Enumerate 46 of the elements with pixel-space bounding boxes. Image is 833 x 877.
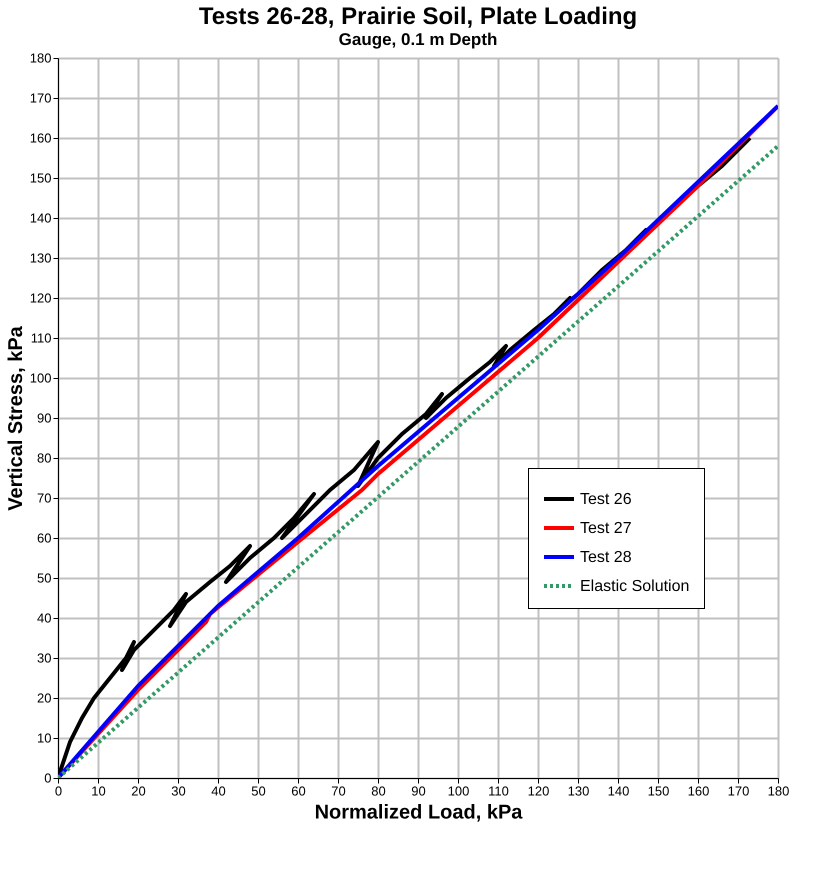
x-tick-label: 180	[768, 784, 790, 798]
y-tick-label: 100	[30, 370, 52, 386]
y-tick-label: 140	[30, 210, 52, 226]
x-tick-label: 30	[171, 784, 186, 798]
y-tick-label: 150	[30, 170, 52, 186]
x-tick-label: 140	[608, 784, 630, 798]
y-tick-label: 50	[37, 570, 52, 586]
x-tick-label: 20	[131, 784, 146, 798]
x-tick-label: 0	[54, 784, 62, 798]
y-tick-label: 30	[37, 650, 52, 666]
legend-label: Elastic Solution	[580, 578, 690, 595]
chart-subtitle: Gauge, 0.1 m Depth	[338, 30, 498, 49]
x-tick-label: 120	[528, 784, 550, 798]
x-tick-label: 60	[291, 784, 306, 798]
legend-label: Test 27	[580, 520, 632, 537]
y-tick-label: 180	[30, 50, 52, 66]
x-tick-label: 170	[728, 784, 750, 798]
x-tick-label: 80	[371, 784, 386, 798]
x-tick-label: 130	[568, 784, 590, 798]
y-tick-label: 40	[37, 610, 52, 626]
x-tick-label: 90	[411, 784, 426, 798]
chart-title: Tests 26-28, Prairie Soil, Plate Loading	[198, 3, 638, 30]
legend-label: Test 28	[580, 549, 632, 566]
y-tick-label: 80	[37, 450, 52, 466]
x-tick-label: 100	[448, 784, 470, 798]
x-tick-label: 110	[488, 784, 509, 798]
x-tick-label: 40	[211, 784, 226, 798]
y-tick-label: 160	[30, 130, 52, 146]
x-tick-label: 150	[648, 784, 670, 798]
y-tick-label: 130	[30, 250, 52, 266]
legend-label: Test 26	[580, 491, 632, 508]
y-tick-label: 110	[30, 330, 52, 346]
x-tick-label: 160	[688, 784, 710, 798]
x-tick-label: 70	[331, 784, 346, 798]
x-tick-label: 50	[251, 784, 266, 798]
y-tick-label: 20	[37, 690, 52, 706]
y-axis-title: Vertical Stress, kPa	[4, 325, 27, 511]
y-tick-label: 170	[30, 90, 52, 106]
y-tick-label: 120	[30, 290, 52, 306]
x-axis-title: Normalized Load, kPa	[314, 802, 524, 824]
y-tick-label: 70	[37, 490, 52, 506]
y-tick-label: 60	[37, 530, 52, 546]
y-tick-label: 10	[37, 730, 52, 746]
x-tick-label: 10	[91, 784, 106, 798]
y-tick-label: 0	[44, 770, 52, 786]
y-tick-label: 90	[37, 410, 52, 426]
